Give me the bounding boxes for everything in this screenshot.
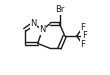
Text: F: F [82,32,87,40]
Text: F: F [80,23,85,32]
Text: N: N [39,26,45,34]
Text: F: F [80,40,85,49]
Text: Br: Br [55,5,64,14]
Text: N: N [30,19,37,28]
